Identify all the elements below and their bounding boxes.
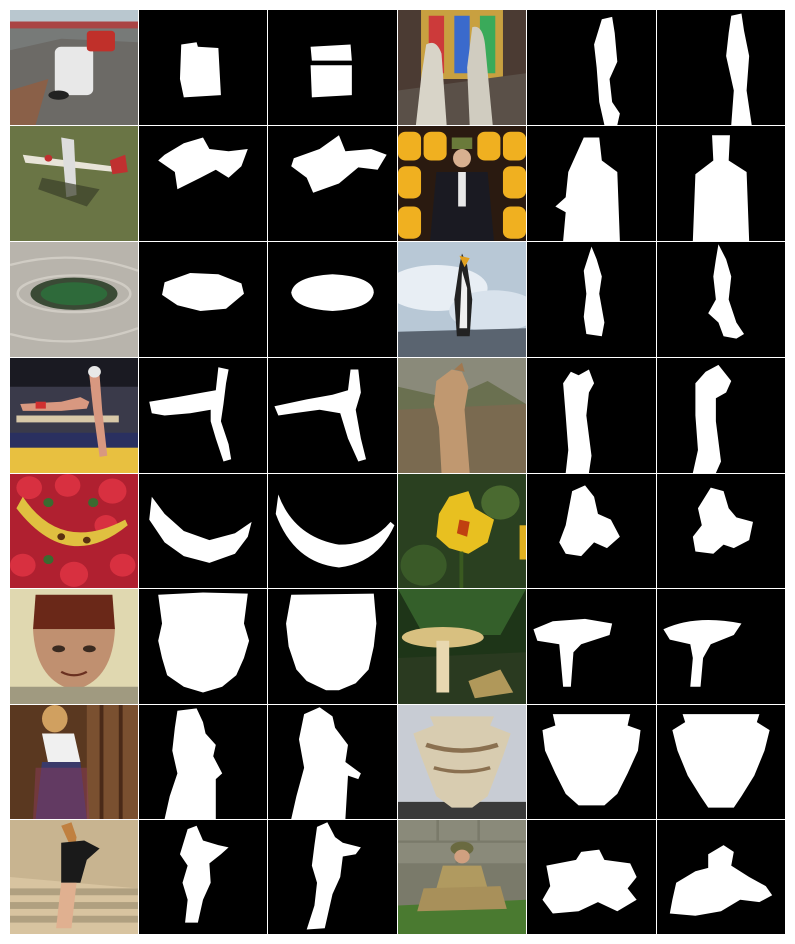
woman-on-steps-photo bbox=[10, 820, 138, 934]
banana-on-roses-photo-graphic bbox=[10, 474, 138, 588]
old-man-with-hat-photo bbox=[10, 589, 138, 704]
gymnast-on-beam-photo bbox=[10, 358, 138, 473]
yellow-flower-mask-result-graphic bbox=[527, 474, 656, 588]
man-with-lanterns-mask-ground-truth-graphic bbox=[657, 126, 785, 241]
race-cars-on-track-mask-ground-truth bbox=[268, 10, 397, 125]
banana-on-roses-mask-result-graphic bbox=[139, 474, 267, 588]
two-statues-stained-glass-mask-result-graphic bbox=[527, 10, 656, 125]
penguin-on-rock-mask-ground-truth-graphic bbox=[657, 242, 785, 357]
two-statues-stained-glass-photo-graphic bbox=[398, 10, 526, 125]
race-cars-on-track-photo bbox=[10, 10, 138, 125]
woman-on-steps-mask-ground-truth bbox=[268, 820, 397, 934]
woman-in-doorway-mask-ground-truth bbox=[268, 705, 397, 819]
mushroom-mask-ground-truth bbox=[657, 589, 785, 704]
circular-garden-bed-photo-graphic bbox=[10, 242, 138, 357]
aircraft-on-grass-mask-result bbox=[139, 126, 267, 241]
old-man-with-hat-mask-ground-truth-graphic bbox=[268, 589, 397, 704]
mushroom-mask-ground-truth-graphic bbox=[657, 589, 785, 704]
penguin-on-rock-mask-ground-truth bbox=[657, 242, 785, 357]
llama-in-ruins-mask-ground-truth-graphic bbox=[657, 358, 785, 473]
circular-garden-bed-photo bbox=[10, 242, 138, 357]
old-man-with-hat-mask-result bbox=[139, 589, 267, 704]
gymnast-on-beam-photo-graphic bbox=[10, 358, 138, 473]
mushroom-mask-result bbox=[527, 589, 656, 704]
mushroom-photo bbox=[398, 589, 526, 704]
woman-on-steps-mask-ground-truth-graphic bbox=[268, 820, 397, 934]
yellow-flower-mask-result bbox=[527, 474, 656, 588]
gymnast-on-beam-mask-result bbox=[139, 358, 267, 473]
ancient-vase-photo bbox=[398, 705, 526, 819]
mushroom-mask-result-graphic bbox=[527, 589, 656, 704]
race-cars-on-track-mask-result bbox=[139, 10, 267, 125]
old-man-with-hat-mask-ground-truth bbox=[268, 589, 397, 704]
man-with-lanterns-mask-ground-truth bbox=[657, 126, 785, 241]
ancient-vase-mask-ground-truth-graphic bbox=[657, 705, 785, 819]
man-with-lanterns-photo bbox=[398, 126, 526, 241]
seated-soldier-photo bbox=[398, 820, 526, 934]
penguin-on-rock-photo-graphic bbox=[398, 242, 526, 357]
woman-in-doorway-photo-graphic bbox=[10, 705, 138, 819]
ancient-vase-mask-ground-truth bbox=[657, 705, 785, 819]
aircraft-on-grass-mask-result-graphic bbox=[139, 126, 267, 241]
woman-in-doorway-photo bbox=[10, 705, 138, 819]
race-cars-on-track-photo-graphic bbox=[10, 10, 138, 125]
llama-in-ruins-photo bbox=[398, 358, 526, 473]
gymnast-on-beam-mask-ground-truth-graphic bbox=[268, 358, 397, 473]
seated-soldier-mask-result bbox=[527, 820, 656, 934]
two-statues-stained-glass-mask-ground-truth bbox=[657, 10, 785, 125]
aircraft-on-grass-mask-ground-truth-graphic bbox=[268, 126, 397, 241]
man-with-lanterns-mask-result bbox=[527, 126, 656, 241]
yellow-flower-mask-ground-truth-graphic bbox=[657, 474, 785, 588]
circular-garden-bed-mask-ground-truth-graphic bbox=[268, 242, 397, 357]
ancient-vase-mask-result bbox=[527, 705, 656, 819]
aircraft-on-grass-mask-ground-truth bbox=[268, 126, 397, 241]
woman-on-steps-mask-result bbox=[139, 820, 267, 934]
seated-soldier-photo-graphic bbox=[398, 820, 526, 934]
aircraft-on-grass-photo-graphic bbox=[10, 126, 138, 241]
woman-in-doorway-mask-result-graphic bbox=[139, 705, 267, 819]
two-statues-stained-glass-mask-ground-truth-graphic bbox=[657, 10, 785, 125]
yellow-flower-photo bbox=[398, 474, 526, 588]
mushroom-photo-graphic bbox=[398, 589, 526, 704]
yellow-flower-mask-ground-truth bbox=[657, 474, 785, 588]
two-statues-stained-glass-mask-result bbox=[527, 10, 656, 125]
woman-on-steps-photo-graphic bbox=[10, 820, 138, 934]
banana-on-roses-mask-result bbox=[139, 474, 267, 588]
old-man-with-hat-photo-graphic bbox=[10, 589, 138, 704]
banana-on-roses-mask-ground-truth bbox=[268, 474, 397, 588]
llama-in-ruins-mask-result-graphic bbox=[527, 358, 656, 473]
seated-soldier-mask-ground-truth bbox=[657, 820, 785, 934]
gymnast-on-beam-mask-ground-truth bbox=[268, 358, 397, 473]
circular-garden-bed-mask-result-graphic bbox=[139, 242, 267, 357]
banana-on-roses-photo bbox=[10, 474, 138, 588]
seated-soldier-mask-result-graphic bbox=[527, 820, 656, 934]
race-cars-on-track-mask-ground-truth-graphic bbox=[268, 10, 397, 125]
ancient-vase-mask-result-graphic bbox=[527, 705, 656, 819]
man-with-lanterns-mask-result-graphic bbox=[527, 126, 656, 241]
penguin-on-rock-photo bbox=[398, 242, 526, 357]
banana-on-roses-mask-ground-truth-graphic bbox=[268, 474, 397, 588]
man-with-lanterns-photo-graphic bbox=[398, 126, 526, 241]
two-statues-stained-glass-photo bbox=[398, 10, 526, 125]
seated-soldier-mask-ground-truth-graphic bbox=[657, 820, 785, 934]
ancient-vase-photo-graphic bbox=[398, 705, 526, 819]
circular-garden-bed-mask-result bbox=[139, 242, 267, 357]
gymnast-on-beam-mask-result-graphic bbox=[139, 358, 267, 473]
penguin-on-rock-mask-result bbox=[527, 242, 656, 357]
woman-in-doorway-mask-result bbox=[139, 705, 267, 819]
llama-in-ruins-photo-graphic bbox=[398, 358, 526, 473]
aircraft-on-grass-photo bbox=[10, 126, 138, 241]
old-man-with-hat-mask-result-graphic bbox=[139, 589, 267, 704]
llama-in-ruins-mask-ground-truth bbox=[657, 358, 785, 473]
woman-on-steps-mask-result-graphic bbox=[139, 820, 267, 934]
llama-in-ruins-mask-result bbox=[527, 358, 656, 473]
race-cars-on-track-mask-result-graphic bbox=[139, 10, 267, 125]
circular-garden-bed-mask-ground-truth bbox=[268, 242, 397, 357]
yellow-flower-photo-graphic bbox=[398, 474, 526, 588]
woman-in-doorway-mask-ground-truth-graphic bbox=[268, 705, 397, 819]
penguin-on-rock-mask-result-graphic bbox=[527, 242, 656, 357]
